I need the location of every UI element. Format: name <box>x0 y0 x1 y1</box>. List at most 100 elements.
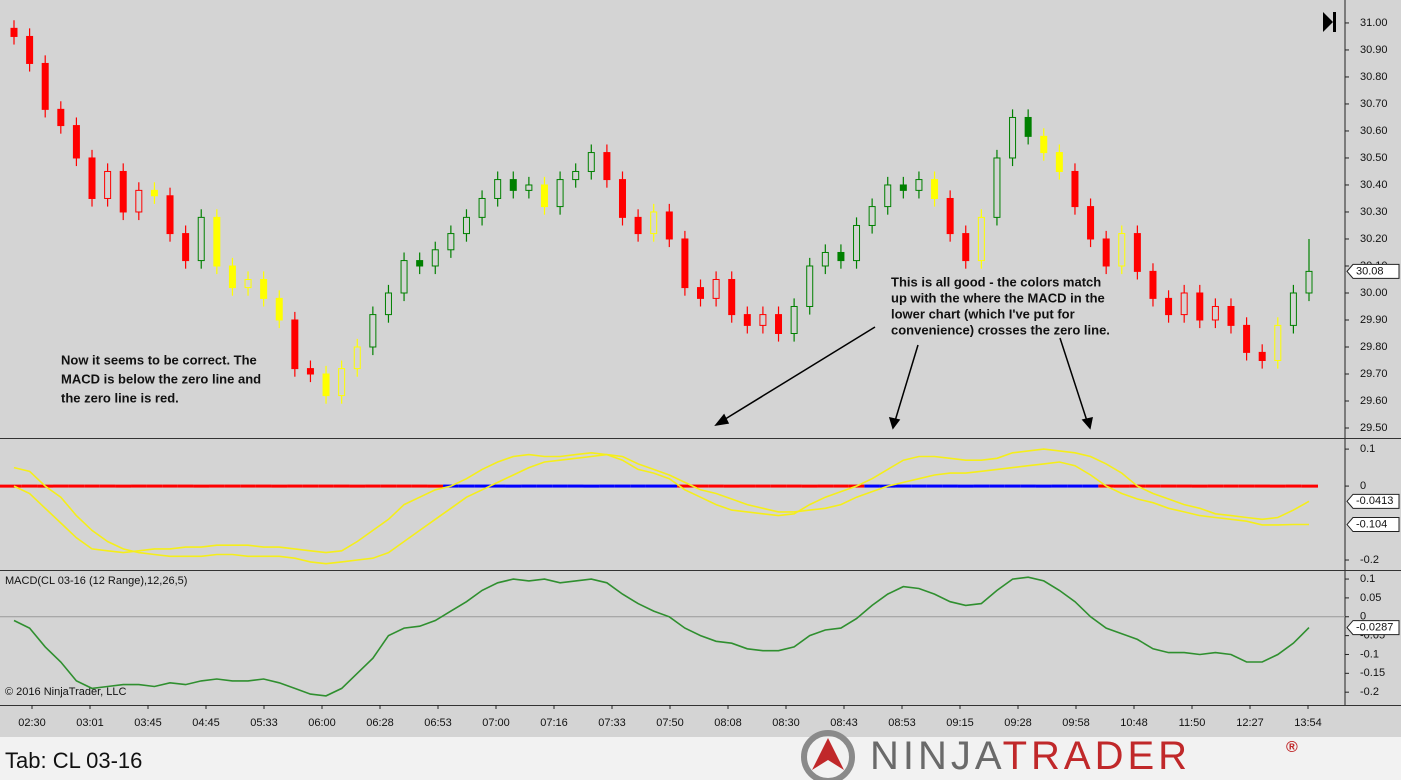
candle-body <box>1009 116 1017 159</box>
candle-body <box>228 265 236 289</box>
candle-body <box>775 314 783 334</box>
candle-body <box>478 197 486 218</box>
scroll-end-icon[interactable] <box>1323 12 1336 32</box>
candle-body <box>88 157 96 199</box>
logo-ring <box>801 730 855 780</box>
candle-body <box>1274 324 1282 361</box>
x-tick-label: 08:53 <box>888 717 916 729</box>
candle-body <box>540 184 548 208</box>
y-tick-label: 29.60 <box>1360 395 1388 407</box>
candle-body <box>806 265 814 307</box>
arrows <box>714 326 1093 430</box>
y-tick-label: 30.70 <box>1360 98 1388 110</box>
candle-body <box>556 179 564 208</box>
arrow <box>721 326 876 422</box>
candle-body <box>1071 170 1079 208</box>
x-tick-label: 09:58 <box>1062 717 1090 729</box>
y-tick-label: 0.1 <box>1360 573 1375 585</box>
candle-body <box>104 170 112 199</box>
candle-body <box>681 238 689 289</box>
candle-body <box>899 184 907 191</box>
x-tick-label: 03:45 <box>134 717 162 729</box>
candle-body <box>931 179 939 199</box>
value-tag <box>1346 517 1400 533</box>
candle-body <box>1243 324 1251 353</box>
indicator-line <box>13 448 1310 554</box>
candle-body <box>182 233 190 262</box>
y-tick-label: 30.40 <box>1360 179 1388 191</box>
annotation: lower chart (which I've put for <box>891 306 1075 321</box>
candle-body <box>338 368 346 397</box>
candle-body <box>1102 238 1110 267</box>
candle-body <box>634 216 642 235</box>
candle-body <box>494 179 502 199</box>
annotation: MACD is below the zero line and <box>61 371 261 386</box>
candle-body <box>150 189 158 197</box>
candle-body <box>57 108 65 127</box>
candle-body <box>1180 292 1188 316</box>
y-tick-label: 30.90 <box>1360 44 1388 56</box>
candle-body <box>197 216 205 262</box>
x-tick-label: 06:00 <box>308 717 336 729</box>
candle-body <box>10 27 18 37</box>
y-tick-label: 30.50 <box>1360 152 1388 164</box>
candle-body <box>525 184 533 191</box>
candle-body <box>384 292 392 316</box>
candle-body <box>1227 305 1235 326</box>
candle-body <box>1305 270 1313 294</box>
candle-body <box>447 233 455 251</box>
y-tick-label: -0.2 <box>1360 554 1379 566</box>
x-tick-label: 06:28 <box>366 717 394 729</box>
candle-body <box>1133 233 1141 272</box>
value-tag <box>1346 263 1400 279</box>
y-tick-label: -0.15 <box>1360 667 1385 679</box>
x-tick-label: 13:54 <box>1294 717 1322 729</box>
value-tag <box>1346 620 1400 636</box>
candle-body <box>369 314 377 348</box>
candle-body <box>572 170 580 181</box>
value-tag-label: 30.08 <box>1356 265 1384 277</box>
x-tick-label: 07:50 <box>656 717 684 729</box>
copyright: © 2016 NinjaTrader, LLC <box>5 686 126 698</box>
candle-body <box>322 373 330 397</box>
candle-body <box>587 152 595 172</box>
x-tick-label: 02:30 <box>18 717 46 729</box>
x-tick-label: 08:30 <box>772 717 800 729</box>
logo: NINJATRADER ® <box>801 730 1298 780</box>
tab-label[interactable]: Tab: CL 03-16 <box>5 748 142 773</box>
candle-body <box>743 314 751 326</box>
candle-body <box>1258 351 1266 361</box>
candle-body <box>1040 135 1048 154</box>
annotation: up with the where the MACD in the <box>891 290 1105 305</box>
candle-body <box>1024 116 1032 137</box>
candle-body <box>416 260 424 267</box>
candle-body <box>306 368 314 375</box>
y-tick-label: 30.30 <box>1360 206 1388 218</box>
candle-body <box>946 197 954 235</box>
x-tick-label: 10:48 <box>1120 717 1148 729</box>
y-tick-label: 30.20 <box>1360 233 1388 245</box>
annotation: convenience) crosses the zero line. <box>891 322 1110 337</box>
icon-triangle <box>1323 12 1333 32</box>
arrow-head <box>888 416 901 430</box>
candle-body <box>1118 233 1126 267</box>
candle-body <box>135 189 143 213</box>
y-tick-label: 0.05 <box>1360 592 1381 604</box>
candle-body <box>431 249 439 267</box>
y-tick-label: 30.80 <box>1360 71 1388 83</box>
candle-body <box>353 346 361 370</box>
indicator-line <box>13 576 1310 697</box>
candle-body <box>759 314 767 326</box>
x-tick-label: 05:33 <box>250 717 278 729</box>
x-tick-label: 08:43 <box>830 717 858 729</box>
x-tick-label: 08:08 <box>714 717 742 729</box>
candle-body <box>1289 292 1297 326</box>
icon-bar <box>1333 12 1336 32</box>
x-tick-label: 09:28 <box>1004 717 1032 729</box>
candle-body <box>509 179 517 191</box>
y-tick-label: 30.00 <box>1360 287 1388 299</box>
candle-body <box>1149 270 1157 299</box>
candle-body <box>712 278 720 299</box>
value-tag <box>1346 493 1400 509</box>
x-tick-label: 09:15 <box>946 717 974 729</box>
